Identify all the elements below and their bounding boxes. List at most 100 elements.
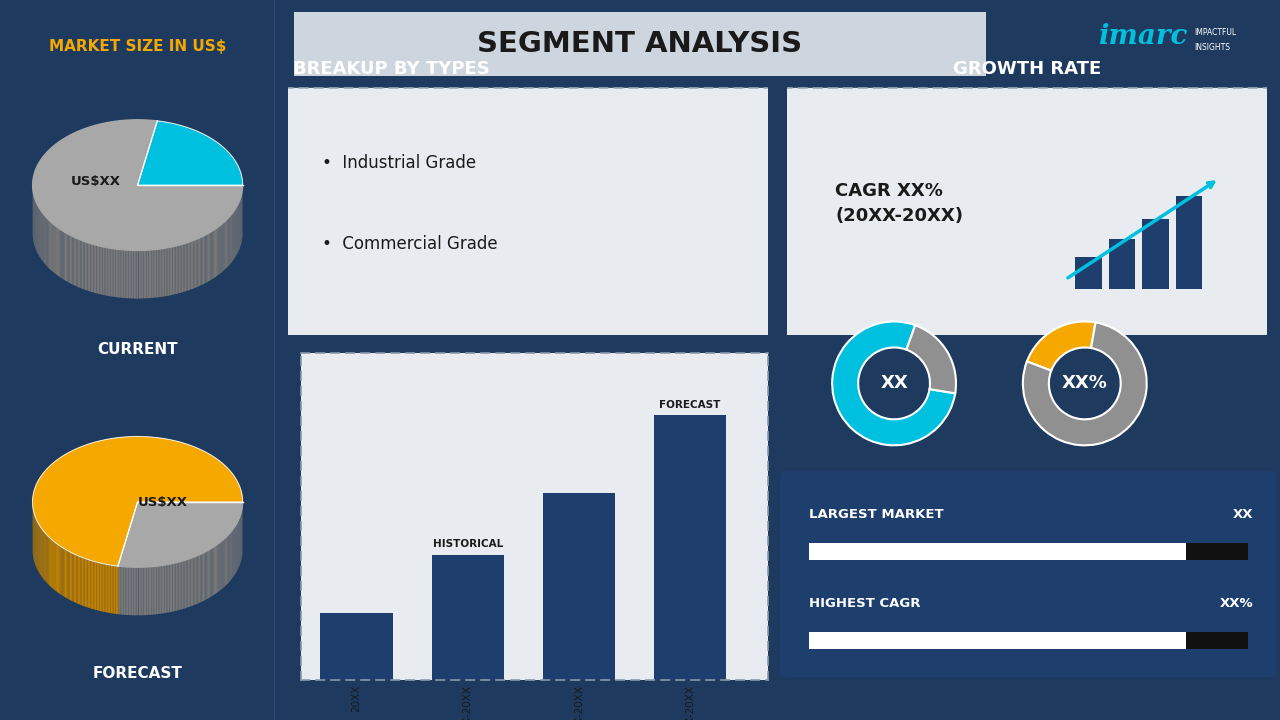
Bar: [543, 492, 616, 680]
Polygon shape: [196, 239, 197, 287]
Polygon shape: [96, 562, 99, 611]
Polygon shape: [128, 567, 131, 615]
Polygon shape: [74, 237, 76, 286]
Polygon shape: [184, 243, 186, 292]
Polygon shape: [101, 246, 102, 294]
Polygon shape: [104, 564, 106, 612]
Polygon shape: [99, 246, 100, 294]
Text: •  Commercial Grade: • Commercial Grade: [321, 235, 497, 253]
Polygon shape: [163, 248, 165, 297]
Bar: [1108, 239, 1135, 289]
Polygon shape: [138, 567, 140, 616]
Polygon shape: [166, 248, 168, 296]
Polygon shape: [119, 566, 120, 614]
Bar: [654, 415, 726, 680]
Polygon shape: [104, 247, 106, 295]
Text: HISTORICAL: HISTORICAL: [433, 539, 503, 549]
Polygon shape: [116, 566, 119, 614]
Polygon shape: [147, 250, 148, 298]
Bar: [1143, 219, 1169, 289]
Polygon shape: [81, 557, 82, 606]
FancyBboxPatch shape: [274, 88, 782, 342]
Bar: [431, 555, 504, 680]
Polygon shape: [163, 565, 165, 613]
Polygon shape: [84, 241, 86, 290]
Polygon shape: [161, 565, 163, 613]
Polygon shape: [154, 567, 155, 615]
Polygon shape: [110, 248, 113, 297]
Polygon shape: [143, 567, 145, 616]
Polygon shape: [84, 558, 86, 607]
Polygon shape: [145, 567, 147, 615]
Polygon shape: [133, 251, 136, 299]
Polygon shape: [78, 239, 79, 287]
Polygon shape: [189, 558, 191, 607]
Wedge shape: [1027, 322, 1096, 371]
Polygon shape: [137, 251, 138, 299]
Polygon shape: [109, 248, 110, 297]
Polygon shape: [140, 251, 142, 299]
Polygon shape: [125, 567, 127, 615]
Polygon shape: [184, 559, 186, 608]
Polygon shape: [119, 249, 120, 297]
Polygon shape: [74, 554, 76, 603]
Polygon shape: [113, 565, 114, 613]
Polygon shape: [136, 567, 137, 616]
Bar: [809, 543, 1187, 560]
Polygon shape: [120, 250, 122, 298]
Polygon shape: [186, 243, 188, 291]
Text: BREAKUP BY TYPES: BREAKUP BY TYPES: [293, 60, 489, 78]
Polygon shape: [174, 563, 175, 611]
Polygon shape: [99, 562, 100, 611]
Polygon shape: [108, 248, 109, 296]
Polygon shape: [192, 240, 193, 289]
Polygon shape: [90, 559, 91, 608]
Polygon shape: [177, 562, 179, 611]
Polygon shape: [122, 250, 124, 298]
FancyBboxPatch shape: [781, 471, 1276, 677]
Polygon shape: [195, 556, 196, 605]
Text: CAGR XX%
(20XX-20XX): CAGR XX% (20XX-20XX): [836, 182, 964, 225]
Polygon shape: [109, 564, 110, 613]
Polygon shape: [87, 243, 90, 291]
Polygon shape: [33, 436, 243, 566]
Polygon shape: [132, 251, 133, 299]
Polygon shape: [160, 248, 161, 297]
Polygon shape: [197, 238, 198, 287]
Polygon shape: [156, 566, 159, 614]
Polygon shape: [177, 246, 179, 294]
Polygon shape: [180, 561, 182, 610]
Polygon shape: [197, 555, 198, 603]
Text: HIGHEST CAGR: HIGHEST CAGR: [809, 598, 920, 611]
Polygon shape: [102, 247, 104, 295]
Polygon shape: [201, 236, 202, 285]
Polygon shape: [183, 560, 184, 609]
Polygon shape: [132, 567, 133, 616]
Polygon shape: [72, 235, 73, 284]
FancyBboxPatch shape: [773, 88, 1280, 342]
Polygon shape: [124, 250, 125, 298]
Polygon shape: [175, 246, 177, 294]
Polygon shape: [124, 567, 125, 615]
FancyBboxPatch shape: [260, 9, 1020, 78]
Polygon shape: [195, 239, 196, 288]
Text: XX%: XX%: [1062, 374, 1107, 392]
Polygon shape: [200, 237, 201, 286]
Polygon shape: [93, 244, 95, 293]
Polygon shape: [179, 245, 180, 293]
Polygon shape: [172, 564, 173, 612]
Polygon shape: [127, 567, 128, 615]
Polygon shape: [102, 564, 104, 612]
Text: IMPACTFUL: IMPACTFUL: [1194, 28, 1236, 37]
Polygon shape: [142, 251, 143, 299]
Wedge shape: [1023, 323, 1147, 445]
Polygon shape: [122, 567, 124, 615]
Polygon shape: [147, 567, 148, 615]
Polygon shape: [198, 554, 200, 603]
Polygon shape: [79, 556, 81, 605]
Polygon shape: [143, 251, 145, 299]
Bar: [809, 631, 1187, 649]
Polygon shape: [73, 553, 74, 602]
Polygon shape: [91, 560, 92, 609]
Polygon shape: [188, 242, 189, 291]
